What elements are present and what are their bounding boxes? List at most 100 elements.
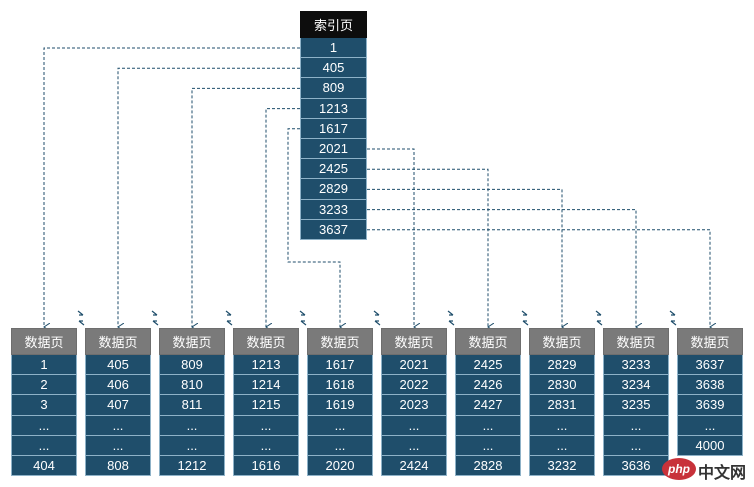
data-row: ...	[85, 415, 151, 436]
data-page-title: 数据页	[677, 328, 743, 355]
sibling-link-arrow	[77, 310, 85, 326]
watermark-logo: php 中文网	[662, 456, 750, 484]
pointer-line	[44, 47, 300, 327]
data-row: ...	[11, 415, 77, 436]
index-page: 索引页 1 405 809 1213 1617 2021 2425 2829 3…	[300, 11, 367, 240]
data-row: ...	[85, 435, 151, 456]
sibling-link-arrow	[521, 310, 529, 326]
pointer-line	[118, 67, 300, 327]
data-row: ...	[233, 415, 299, 436]
data-row: 810	[159, 375, 225, 396]
data-row: 2828	[455, 455, 521, 477]
index-page-title: 索引页	[300, 11, 367, 38]
pointer-line	[367, 168, 488, 327]
data-page-5: 数据页 1617 1618 1619 ... ... 2020	[307, 328, 373, 477]
data-row: 1618	[307, 375, 373, 396]
data-row: 2424	[381, 455, 447, 477]
data-row: ...	[307, 435, 373, 456]
data-row: ...	[455, 415, 521, 436]
watermark-text: 中文网	[698, 465, 747, 482]
pointer-line	[287, 128, 340, 327]
data-row: 2022	[381, 375, 447, 396]
data-row: ...	[455, 435, 521, 456]
index-key: 2425	[300, 159, 367, 180]
data-row: 1	[11, 355, 77, 376]
data-row: 3234	[603, 375, 669, 396]
data-page-title: 数据页	[307, 328, 373, 355]
data-row: 2829	[529, 355, 595, 376]
data-page-title: 数据页	[85, 328, 151, 355]
data-page-1: 数据页 1 2 3 ... ... 404	[11, 328, 77, 477]
data-row: 1212	[159, 455, 225, 477]
index-key: 405	[300, 58, 367, 79]
data-row: ...	[233, 435, 299, 456]
pointer-line	[367, 188, 562, 327]
data-page-3: 数据页 809 810 811 ... ... 1212	[159, 328, 225, 477]
data-page-title: 数据页	[233, 328, 299, 355]
data-row: 405	[85, 355, 151, 376]
sibling-link-arrow	[151, 310, 159, 326]
data-page-8: 数据页 2829 2830 2831 ... ... 3232	[529, 328, 595, 477]
data-row: ...	[529, 415, 595, 436]
data-row: 3235	[603, 395, 669, 416]
data-row: ...	[381, 435, 447, 456]
pointer-line	[367, 229, 710, 327]
data-page-7: 数据页 2425 2426 2427 ... ... 2828	[455, 328, 521, 477]
pointer-line	[367, 209, 636, 327]
data-row: ...	[159, 415, 225, 436]
index-key: 1213	[300, 98, 367, 119]
index-key: 809	[300, 78, 367, 99]
data-row: 2	[11, 375, 77, 396]
data-page-title: 数据页	[529, 328, 595, 355]
data-row: 3233	[603, 355, 669, 376]
index-key: 1617	[300, 118, 367, 139]
sibling-link-arrow	[447, 310, 455, 326]
data-row: 1213	[233, 355, 299, 376]
data-row: 3637	[677, 355, 743, 376]
data-row: 404	[11, 455, 77, 477]
data-page-title: 数据页	[455, 328, 521, 355]
data-row: 809	[159, 355, 225, 376]
data-row: ...	[11, 435, 77, 456]
pointer-line	[367, 148, 414, 327]
index-key: 3233	[300, 199, 367, 220]
data-row: 1619	[307, 395, 373, 416]
data-row: ...	[603, 415, 669, 436]
data-row: 3	[11, 395, 77, 416]
data-page-10: 数据页 3637 3638 3639 ... 4000	[677, 328, 743, 456]
sibling-link-arrow	[299, 310, 307, 326]
data-row: 406	[85, 375, 151, 396]
pointer-line	[192, 87, 300, 327]
data-page-title: 数据页	[159, 328, 225, 355]
index-key: 1	[300, 38, 367, 59]
index-key: 2021	[300, 138, 367, 160]
data-row: ...	[307, 415, 373, 436]
data-row: 1616	[233, 455, 299, 477]
data-row: ...	[603, 435, 669, 456]
data-page-2: 数据页 405 406 407 ... ... 808	[85, 328, 151, 477]
pointer-line	[266, 108, 300, 327]
data-page-title: 数据页	[603, 328, 669, 355]
data-row: ...	[381, 415, 447, 436]
data-row: 4000	[677, 435, 743, 456]
data-row: 3638	[677, 375, 743, 396]
data-row: ...	[677, 415, 743, 436]
data-row: 2427	[455, 395, 521, 416]
data-row: 407	[85, 395, 151, 416]
data-row: 3636	[603, 455, 669, 477]
data-row: 2020	[307, 455, 373, 477]
sibling-link-arrow	[669, 310, 677, 326]
data-row: 2426	[455, 375, 521, 396]
data-row: 2021	[381, 355, 447, 376]
data-page-4: 数据页 1213 1214 1215 ... ... 1616	[233, 328, 299, 477]
data-row: 2425	[455, 355, 521, 376]
data-page-title: 数据页	[11, 328, 77, 355]
index-key: 3637	[300, 219, 367, 240]
data-row: 1214	[233, 375, 299, 396]
data-row: 2831	[529, 395, 595, 416]
sibling-link-arrow	[595, 310, 603, 326]
sibling-link-arrow	[225, 310, 233, 326]
data-row: 811	[159, 395, 225, 416]
watermark-badge: php	[662, 458, 696, 480]
